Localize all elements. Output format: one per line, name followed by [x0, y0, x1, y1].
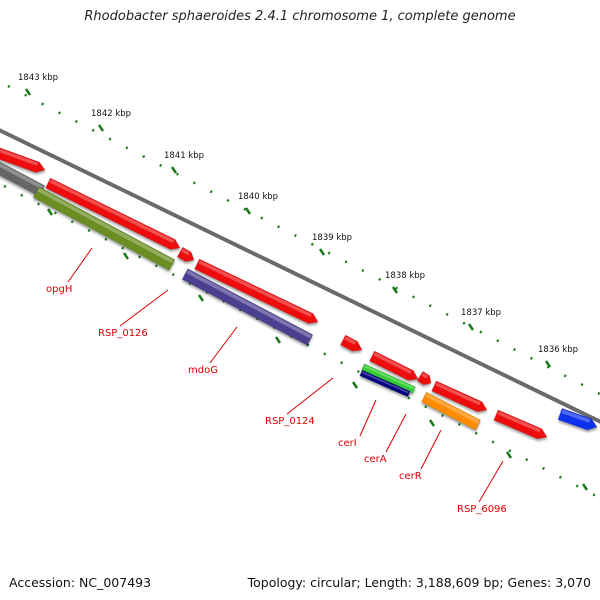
gene-shape: [181, 268, 314, 346]
gene-highlight: [361, 371, 409, 394]
ruler-tick: [391, 286, 399, 294]
gene-highlight: [37, 188, 174, 264]
gene-highlight: [344, 336, 357, 345]
ruler-tick: [244, 207, 252, 215]
ruler-tick-label: 1841 kbp: [164, 151, 204, 161]
gene-highlight: [0, 146, 39, 166]
ruler-tick-label: 1839 kbp: [312, 233, 352, 243]
ruler-tick: [274, 336, 282, 344]
gene-shape: [194, 258, 319, 324]
gene-label-RSP_6096: RSP_6096: [457, 504, 507, 515]
gene-label-RSP_0124: RSP_0124: [265, 416, 315, 427]
gene-highlight: [373, 352, 412, 374]
ruler-tick-label: 1836 kbp: [538, 345, 578, 355]
gene-cerA[interactable]: [359, 369, 411, 398]
gene-feature[interactable]: [45, 177, 183, 253]
gene-shape: [369, 350, 419, 381]
gene-highlight: [198, 260, 312, 318]
chromosome-backbone: [0, 128, 600, 424]
gene-feature[interactable]: [557, 407, 599, 432]
gene-highlight: [364, 365, 415, 390]
genome-summary-text: Topology: circular; Length: 3,188,609 bp…: [247, 575, 591, 590]
gene-feature[interactable]: [176, 246, 196, 265]
gene-highlight: [561, 409, 591, 423]
gene-cerI[interactable]: [361, 363, 416, 394]
gene-shape: [493, 409, 548, 440]
gene-highlight: [425, 393, 480, 424]
ruler-tick: [505, 451, 513, 459]
gene-shape: [421, 391, 481, 431]
gene-shape: [557, 407, 598, 431]
label-leader-line: [286, 377, 334, 415]
ruler-tick-label: 1842 kbp: [91, 109, 131, 119]
gene-feature[interactable]: [194, 258, 321, 327]
ruler-tick: [581, 483, 589, 491]
label-leader-line: [420, 429, 442, 470]
ruler-tick: [197, 294, 205, 302]
gene-shape: [340, 334, 363, 352]
gene-highlight: [186, 270, 312, 339]
label-leader-line: [209, 326, 238, 364]
gene-feature[interactable]: [416, 370, 434, 387]
gene-cerR[interactable]: [421, 391, 481, 431]
gene-mdoG[interactable]: [181, 268, 314, 346]
gene-feature[interactable]: [369, 350, 421, 384]
gene-shape: [176, 246, 195, 262]
gene-label-cerA: cerA: [364, 454, 387, 465]
gene-shape: [361, 363, 416, 394]
ruler-tick: [24, 88, 32, 96]
gene-highlight: [49, 179, 174, 243]
gene-feature[interactable]: [340, 334, 364, 355]
label-leader-line: [67, 247, 93, 283]
label-leader-line: [119, 289, 169, 327]
ruler-tick: [428, 419, 436, 427]
gene-shape: [45, 177, 181, 250]
ruler-tick: [544, 360, 552, 368]
ruler-tick: [318, 248, 326, 256]
gene-shape: [416, 370, 432, 386]
ruler-tick: [97, 124, 105, 132]
gene-label-cerR: cerR: [399, 471, 422, 482]
gene-shape: [431, 380, 488, 413]
outer-ruler-track: [7, 84, 600, 396]
gene-label-mdoG: mdoG: [188, 365, 218, 376]
ruler-tick-label: 1840 kbp: [238, 192, 278, 202]
map-title: Rhodobacter sphaeroides 2.4.1 chromosome…: [84, 9, 516, 24]
gene-highlight: [435, 382, 481, 406]
ruler-tick-label: 1837 kbp: [461, 308, 501, 318]
gene-shape: [32, 186, 176, 271]
label-leader-line: [478, 460, 504, 503]
ruler-tick-label: 1838 kbp: [385, 271, 425, 281]
label-leader-line: [359, 399, 377, 437]
gene-highlight: [421, 372, 429, 379]
gene-feature[interactable]: [431, 380, 490, 415]
gene-shape: [359, 369, 411, 398]
ruler-tick-label: 1843 kbp: [18, 73, 58, 83]
ruler-tick: [170, 166, 178, 174]
gene-label-cerI: cerI: [338, 438, 357, 449]
label-leader-line: [385, 413, 407, 453]
gene-feature[interactable]: [493, 409, 549, 442]
accession-text: Accession: NC_007493: [9, 575, 152, 590]
ruler-tick: [467, 323, 475, 331]
gene-opgH[interactable]: [32, 186, 176, 271]
gene-highlight: [181, 248, 190, 256]
gene-highlight: [0, 162, 44, 190]
gene-label-opgH: opgH: [46, 284, 72, 295]
ruler-tick: [46, 208, 54, 216]
gene-feature[interactable]: [0, 144, 47, 175]
ruler-tick: [351, 381, 359, 389]
gene-shape: [0, 144, 46, 173]
gene-highlight: [497, 411, 541, 433]
ruler-tick: [122, 252, 130, 260]
gene-label-RSP_0126: RSP_0126: [98, 328, 148, 339]
